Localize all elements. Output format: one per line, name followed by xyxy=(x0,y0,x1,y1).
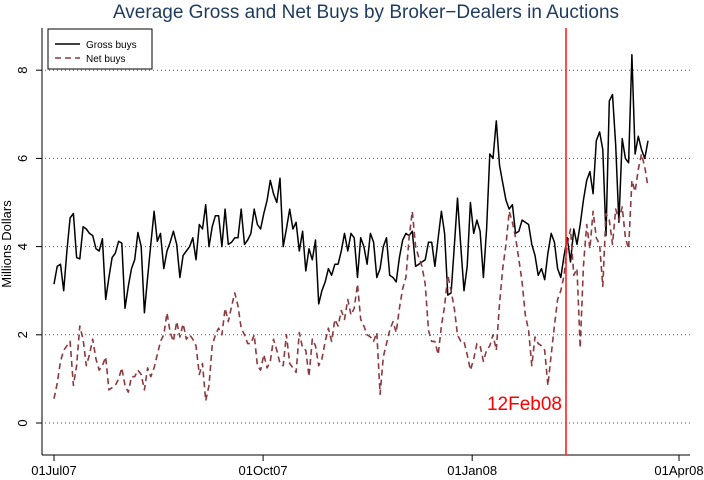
x-tick-label-01Jan08: 01Jan08 xyxy=(447,463,497,478)
y-tick-label-2: 2 xyxy=(15,331,30,338)
y-ticks: 0 2 4 6 8 xyxy=(15,67,42,427)
chart-title: Average Gross and Net Buys by Broker−Dea… xyxy=(113,2,619,23)
legend-label-net: Net buys xyxy=(86,54,125,65)
x-tick-label-01Apr08: 01Apr08 xyxy=(654,463,703,478)
annotation-label: 12Feb08 xyxy=(487,394,562,415)
legend-label-gross: Gross buys xyxy=(86,40,137,51)
x-tick-label-01Oct07: 01Oct07 xyxy=(239,463,288,478)
y-tick-label-8: 8 xyxy=(15,67,30,74)
x-tick-label-01Jul07: 01Jul07 xyxy=(31,463,77,478)
y-axis-label: Millions Dollars xyxy=(0,200,14,288)
x-ticks: 01Jul07 01Oct07 01Jan08 01Apr08 xyxy=(31,455,704,478)
series-group xyxy=(53,54,649,402)
y-tick-label-6: 6 xyxy=(15,155,30,162)
legend: Gross buys Net buys xyxy=(47,28,153,70)
legend-box xyxy=(47,28,153,70)
series-line-gross-buys xyxy=(53,54,649,314)
y-tick-label-4: 4 xyxy=(15,243,30,250)
y-tick-label-0: 0 xyxy=(15,419,30,426)
